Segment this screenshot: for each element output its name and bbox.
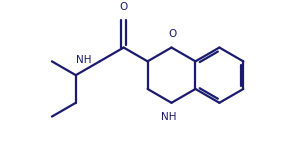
Text: NH: NH: [161, 112, 176, 122]
Text: O: O: [169, 29, 177, 39]
Text: O: O: [120, 2, 128, 12]
Text: NH: NH: [76, 55, 91, 65]
